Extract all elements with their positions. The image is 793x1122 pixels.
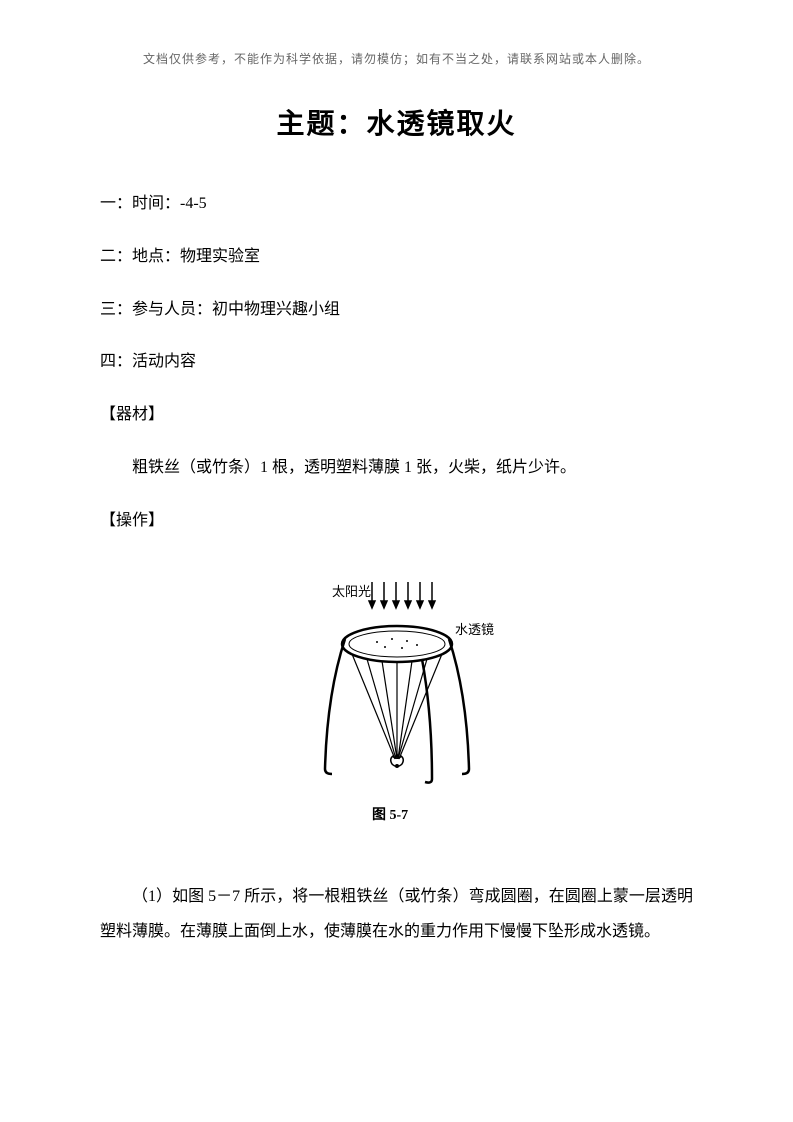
page-title: 主题：水透镜取火 xyxy=(100,102,693,142)
section-content-header: 四：活动内容 xyxy=(100,340,693,385)
lens-label: 水透镜 xyxy=(455,622,494,637)
materials-header: 【器材】 xyxy=(100,393,693,438)
paragraph-1: （1）如图 5－7 所示，将一根粗铁丝（或竹条）弯成圆圈，在圆圈上蒙一层透明塑料… xyxy=(100,879,693,949)
section-time: 一：时间：-4-5 xyxy=(100,182,693,227)
diagram-container: 太阳光 水透 xyxy=(100,574,693,839)
water-lens-diagram: 太阳光 水透 xyxy=(277,574,517,839)
section-participants: 三：参与人员：初中物理兴趣小组 xyxy=(100,288,693,333)
water-lens-shape xyxy=(342,626,452,662)
disclaimer-text: 文档仅供参考，不能作为科学依据，请勿模仿；如有不当之处，请联系网站或本人删除。 xyxy=(100,50,693,67)
sun-label: 太阳光 xyxy=(332,584,371,599)
operation-header: 【操作】 xyxy=(100,499,693,544)
diagram-caption: 图 5-7 xyxy=(372,807,408,823)
section-location: 二：地点：物理实验室 xyxy=(100,235,693,280)
materials-text: 粗铁丝（或竹条）1 根，透明塑料薄膜 1 张，火柴，纸片少许。 xyxy=(100,446,693,491)
sunlight-arrows xyxy=(369,582,435,608)
